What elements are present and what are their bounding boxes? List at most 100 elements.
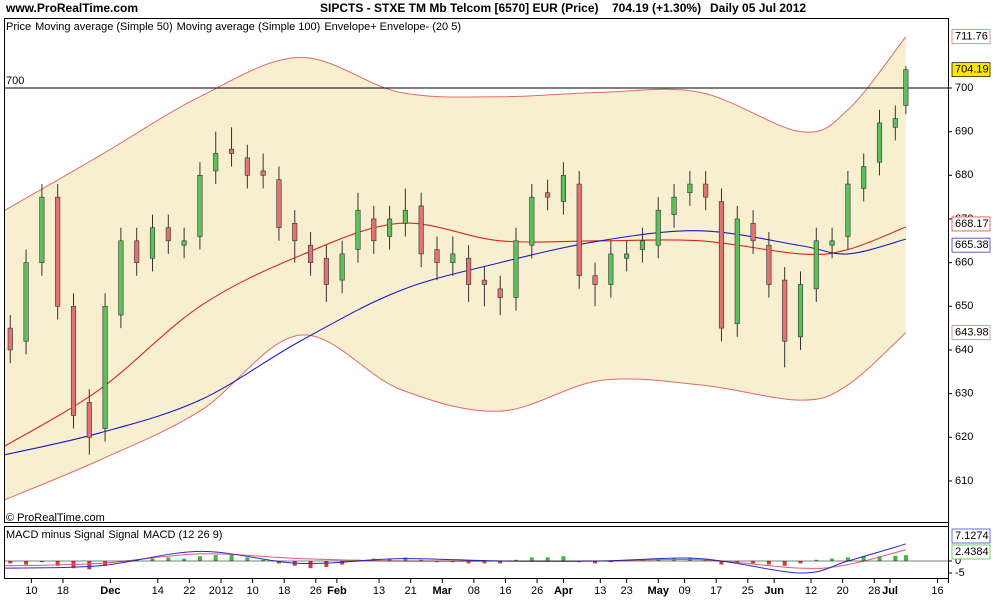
price-change: 704.19 (+1.30%): [612, 1, 701, 15]
value-label: 704.19: [955, 64, 989, 76]
histogram-bar: [387, 558, 392, 561]
x-tick-label: 25: [742, 585, 754, 597]
histogram-bar: [498, 561, 503, 564]
histogram-bar: [561, 556, 566, 561]
value-label: 7.1274: [955, 530, 989, 542]
candle-body: [592, 275, 598, 285]
candle-body: [845, 183, 851, 237]
y-tick-label: 700: [955, 82, 973, 94]
x-tick-label: 2012: [209, 585, 233, 597]
candle-body: [576, 183, 582, 277]
copyright: © ProRealTime.com: [6, 512, 105, 524]
candle-body: [323, 257, 329, 285]
x-tick-label: May: [648, 585, 670, 597]
candle-body: [118, 240, 124, 316]
candle-body: [608, 253, 614, 285]
histogram-bar: [482, 561, 487, 564]
candle-body: [260, 170, 266, 176]
histogram-bar: [893, 555, 898, 561]
reference-label: 700: [6, 75, 24, 87]
candle-body: [7, 327, 13, 351]
candle-body: [687, 183, 693, 194]
candle-body: [529, 196, 535, 246]
candle-body: [734, 218, 740, 325]
y-tick-label: 630: [955, 388, 973, 400]
x-tick-label: 09: [678, 585, 690, 597]
histogram-bar: [782, 561, 787, 566]
histogram-bar: [197, 556, 202, 561]
moving-average-line: [4, 230, 906, 456]
histogram-bar: [830, 558, 835, 561]
x-tick-label: 12: [805, 585, 817, 597]
y-tick-label: 690: [955, 126, 973, 138]
x-tick-label: 16: [931, 585, 943, 597]
value-box: [951, 216, 991, 232]
x-tick-label: Jul: [882, 585, 898, 597]
x-tick-label: 13: [373, 585, 385, 597]
candle-body: [134, 240, 140, 263]
candle-body: [497, 288, 503, 298]
envelope-lower: [4, 332, 907, 501]
value-box: [951, 237, 991, 253]
candle-body: [766, 244, 772, 285]
x-tick-label: 18: [57, 585, 69, 597]
x-tick-label: Dec: [100, 585, 120, 597]
histogram-bar: [276, 561, 281, 564]
histogram-bar: [39, 561, 44, 563]
histogram-bar: [814, 559, 819, 561]
histogram-bar: [798, 561, 803, 564]
candle-body: [434, 249, 440, 263]
candle-body: [165, 227, 171, 242]
y-tick-label: -5: [955, 567, 965, 579]
legend-entry: MACD (12 26 9): [143, 529, 222, 541]
y-tick-label: 640: [955, 344, 973, 356]
x-tick-label: Apr: [554, 585, 574, 597]
candle-body: [181, 240, 187, 246]
histogram-bar: [166, 557, 171, 561]
candle-body: [639, 240, 645, 250]
histogram-bar: [514, 559, 519, 561]
candle-body: [213, 153, 219, 172]
candle-body: [149, 227, 156, 259]
histogram-bar: [751, 561, 756, 564]
y-tick-label: 0: [955, 555, 961, 567]
histogram-bar: [861, 556, 866, 561]
legend-entry: Moving average (Simple 100): [177, 21, 321, 33]
candle-body: [750, 223, 756, 242]
histogram-bar: [24, 561, 29, 565]
candle-body: [892, 118, 898, 128]
value-box: [951, 62, 991, 78]
histogram-bar: [719, 561, 724, 565]
candle-body: [703, 183, 709, 198]
histogram-bar: [55, 561, 60, 566]
candle-body: [70, 306, 77, 416]
x-tick-label: Feb: [327, 585, 347, 597]
candle-body: [228, 148, 235, 154]
histogram-bar: [150, 558, 155, 561]
candle-body: [339, 253, 345, 281]
candle-body: [861, 166, 867, 189]
candle-body: [450, 253, 456, 263]
candle-body: [308, 244, 314, 263]
histogram-bar: [419, 559, 424, 561]
x-tick-label: 26: [310, 585, 322, 597]
value-label: 2.4384: [955, 546, 989, 558]
candle-body: [402, 209, 408, 224]
candle-body: [355, 209, 361, 250]
x-tick-label: 21: [405, 585, 417, 597]
histogram-bar: [213, 555, 218, 561]
y-tick-label: 660: [955, 257, 973, 269]
histogram-bar: [324, 561, 329, 567]
candle-body: [387, 218, 393, 237]
value-label: 668.17: [955, 218, 989, 230]
x-tick-label: 26: [531, 585, 543, 597]
value-label: 711.76: [955, 31, 988, 43]
candle-body: [829, 240, 835, 246]
candle-body: [39, 196, 45, 263]
candle-body: [876, 122, 883, 163]
candle-body: [86, 402, 92, 438]
candle-body: [466, 257, 472, 285]
site-name: www.ProRealTime.com: [5, 1, 138, 15]
candle-body: [197, 175, 203, 237]
